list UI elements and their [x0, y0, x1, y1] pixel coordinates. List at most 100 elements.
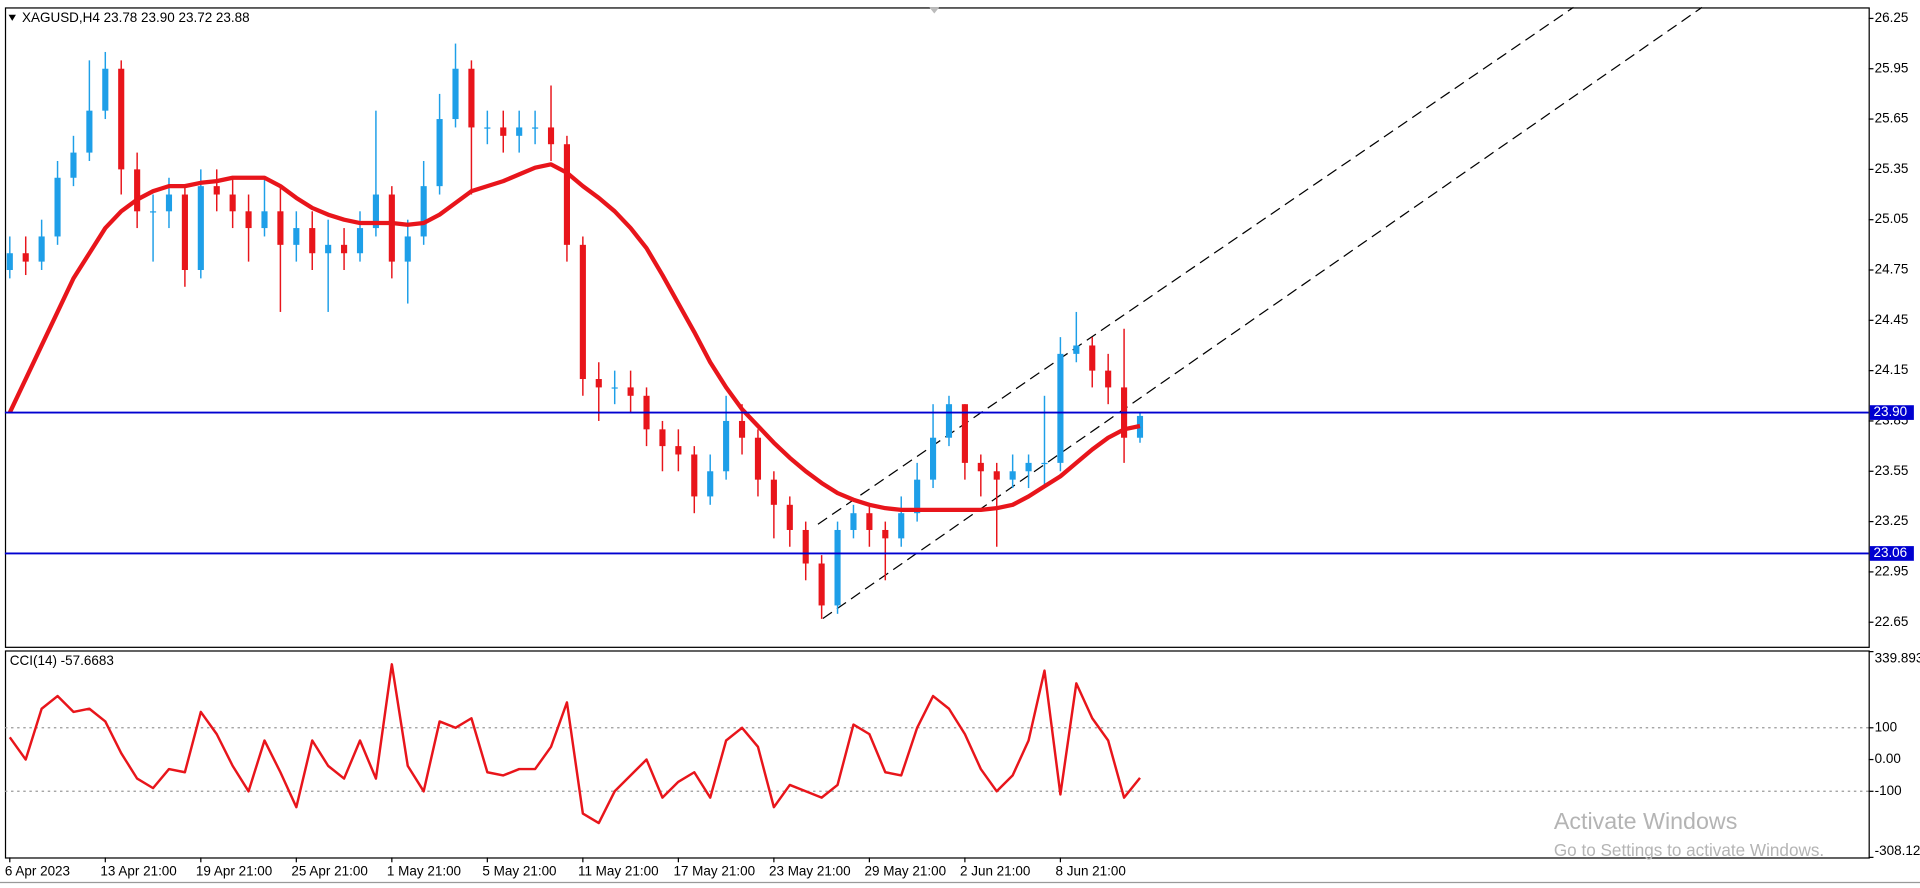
candle-body: [452, 68, 459, 120]
candle-body: [245, 211, 252, 229]
candle-body: [754, 437, 762, 480]
x-tick-label: 11 May 21:00: [578, 864, 659, 879]
candle-body: [1009, 471, 1016, 480]
candle-body: [1057, 353, 1064, 463]
channel-lower: [822, 6, 1703, 620]
candle-body: [723, 420, 730, 472]
symbol-header: XAGUSD,H4 23.78 23.90 23.72 23.88: [22, 10, 250, 25]
candle-body: [579, 244, 586, 380]
candle-body: [277, 211, 284, 245]
y-tick-label: 23.55: [1875, 463, 1909, 478]
candle-body: [866, 513, 873, 530]
indicator-label: CCI(14) -57.6683: [10, 653, 114, 668]
candle-body: [134, 169, 141, 212]
candle-body: [770, 479, 777, 505]
candle-body: [293, 228, 300, 245]
price-label: 23.06: [1873, 545, 1907, 560]
candle-body: [818, 563, 825, 606]
y-tick-label: 339.893: [1875, 651, 1920, 666]
x-tick-label: 25 Apr 21:00: [291, 864, 367, 879]
candle-body: [802, 529, 809, 564]
candle-body: [197, 186, 204, 271]
candle-body: [165, 194, 173, 212]
candle-body: [914, 479, 921, 514]
candle-body: [659, 429, 666, 447]
candle-body: [1089, 345, 1096, 371]
candle-body: [707, 471, 714, 497]
candle-body: [38, 236, 45, 262]
candle-body: [898, 513, 905, 539]
y-tick-label: 25.95: [1875, 60, 1909, 75]
y-tick-label: 22.95: [1875, 563, 1909, 578]
candle-body: [436, 119, 443, 187]
x-tick-label: 1 May 21:00: [387, 864, 461, 879]
candle-body: [1105, 370, 1112, 388]
candle-body: [325, 244, 332, 254]
y-tick-label: 25.35: [1875, 161, 1909, 176]
x-tick-label: 13 Apr 21:00: [100, 864, 176, 879]
y-tick-label: 25.05: [1875, 211, 1909, 226]
candle-body: [930, 437, 937, 480]
price-label-box: [1869, 405, 1914, 420]
candle-body: [261, 211, 268, 229]
candle-body: [563, 144, 570, 245]
y-tick-label: 0.00: [1875, 751, 1901, 766]
candle-body: [356, 228, 364, 254]
y-tick-label: 26.25: [1875, 10, 1909, 25]
candle-body: [309, 228, 316, 254]
x-tick-label: 19 Apr 21:00: [196, 864, 272, 879]
candle-body: [102, 68, 109, 111]
candle-body: [341, 244, 348, 254]
candle-body: [118, 68, 125, 170]
candle-body: [627, 387, 634, 396]
candle-body: [468, 68, 475, 128]
x-tick-label: 17 May 21:00: [673, 864, 755, 879]
candle-body: [786, 504, 793, 530]
indicator-pane: [4, 650, 1870, 859]
candle-body: [22, 253, 29, 262]
y-tick-label: 24.15: [1875, 362, 1909, 377]
x-tick-label: 23 May 21:00: [769, 864, 851, 879]
price-label-box: [1869, 546, 1914, 561]
watermark-title: Activate Windows: [1554, 808, 1737, 834]
candle-body: [882, 529, 889, 539]
candle-body: [86, 110, 93, 153]
candle-body: [213, 186, 220, 195]
candle-body: [611, 387, 618, 389]
candle-body: [420, 186, 427, 237]
candle-body: [675, 446, 682, 455]
cci-line: [8, 663, 1141, 825]
watermark-subtitle: Go to Settings to activate Windows.: [1554, 840, 1824, 860]
candle-body: [500, 127, 507, 136]
candle-body: [532, 127, 539, 129]
candle-body: [1041, 462, 1048, 465]
menu-arrow[interactable]: [8, 14, 16, 21]
candle-body: [1073, 345, 1080, 354]
candle-body: [181, 194, 188, 271]
x-tick-label: 2 Jun 21:00: [960, 864, 1030, 879]
candle-body: [150, 211, 157, 213]
price-label: 23.90: [1873, 404, 1907, 419]
candle-body: [388, 194, 395, 262]
y-tick-label: -100: [1875, 783, 1902, 798]
y-tick-label: 23.25: [1875, 513, 1909, 528]
channel-upper: [817, 6, 1574, 525]
candle-body: [850, 513, 857, 530]
y-tick-label: 24.45: [1875, 312, 1909, 327]
candle-body: [372, 194, 379, 229]
x-tick-label: 6 Apr 2023: [5, 864, 70, 879]
candle-body: [70, 152, 77, 178]
x-tick-label: 29 May 21:00: [864, 864, 946, 879]
moving-average: [7, 162, 1141, 512]
candle-body: [547, 127, 555, 145]
candle-body: [961, 404, 968, 463]
candle-body: [1025, 462, 1032, 472]
candle-body: [516, 127, 523, 136]
candle-body: [484, 127, 491, 129]
candle-body: [691, 454, 698, 497]
y-tick-label: -308.127: [1875, 843, 1920, 858]
y-tick-label: 24.75: [1875, 262, 1909, 277]
